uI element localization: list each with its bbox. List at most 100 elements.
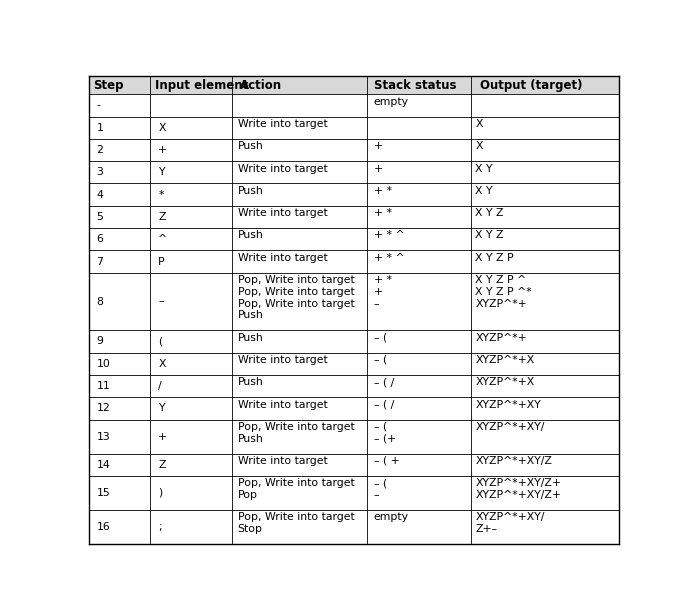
Text: Input element: Input element <box>155 79 248 91</box>
Text: Z: Z <box>158 212 166 222</box>
Text: Step: Step <box>93 79 123 91</box>
Text: – ( /: – ( / <box>374 400 394 410</box>
Text: Y: Y <box>158 168 164 177</box>
Text: – ( /: – ( / <box>374 377 394 387</box>
Bar <box>89 419 619 454</box>
Text: 7: 7 <box>96 257 103 266</box>
Text: X Y Z: X Y Z <box>475 230 504 241</box>
Bar <box>89 184 619 206</box>
Text: 5: 5 <box>96 212 103 222</box>
Text: +: + <box>374 163 383 174</box>
Text: Pop, Write into target: Pop, Write into target <box>238 287 354 297</box>
Bar <box>89 375 619 397</box>
Text: XYZP^*+: XYZP^*+ <box>475 333 527 343</box>
Text: Pop, Write into target: Pop, Write into target <box>238 275 354 285</box>
Text: Pop, Write into target: Pop, Write into target <box>238 298 354 309</box>
Text: X: X <box>158 123 166 133</box>
Text: +: + <box>374 141 383 151</box>
Text: X Y Z P ^*: X Y Z P ^* <box>475 287 532 297</box>
Text: XYZP^*+XY/Z+: XYZP^*+XY/Z+ <box>475 478 561 488</box>
Text: /: / <box>158 381 162 391</box>
Text: P: P <box>158 257 165 266</box>
Text: +: + <box>374 287 383 297</box>
Text: + * ^: + * ^ <box>374 253 404 263</box>
Text: 15: 15 <box>96 488 110 498</box>
Text: -: - <box>96 100 100 111</box>
Text: 3: 3 <box>96 168 103 177</box>
Text: ^: ^ <box>158 235 167 244</box>
Text: XYZP^*+XY/: XYZP^*+XY/ <box>475 512 545 523</box>
Text: – (: – ( <box>374 333 387 343</box>
Text: Write into target: Write into target <box>238 253 328 263</box>
Text: XYZP^*+X: XYZP^*+X <box>475 377 534 387</box>
Text: 12: 12 <box>96 403 110 413</box>
Text: X Y: X Y <box>475 186 493 196</box>
Text: Stack status: Stack status <box>374 79 456 91</box>
Text: 11: 11 <box>96 381 110 391</box>
Text: (: ( <box>158 336 162 346</box>
Text: XYZP^*+X: XYZP^*+X <box>475 355 534 365</box>
Text: –: – <box>158 297 164 306</box>
Text: + *: + * <box>374 186 392 196</box>
Text: 10: 10 <box>96 359 111 369</box>
Text: Write into target: Write into target <box>238 119 328 129</box>
Text: XYZP^*+XY/Z: XYZP^*+XY/Z <box>475 456 552 466</box>
Text: X Y Z: X Y Z <box>475 208 504 218</box>
Text: Z+–: Z+– <box>475 524 498 534</box>
Bar <box>89 251 619 273</box>
Text: – (: – ( <box>374 478 387 488</box>
Text: Write into target: Write into target <box>238 355 328 365</box>
Bar <box>89 228 619 251</box>
Text: – (: – ( <box>374 422 387 432</box>
Text: Output (target): Output (target) <box>480 79 583 91</box>
Text: Push: Push <box>238 141 263 151</box>
Text: Push: Push <box>238 433 263 444</box>
Text: Y: Y <box>158 403 164 413</box>
Text: +: + <box>158 145 167 155</box>
Text: XYZP^*+XY/: XYZP^*+XY/ <box>475 422 545 432</box>
Bar <box>89 352 619 375</box>
Bar <box>89 330 619 352</box>
Text: X: X <box>158 359 166 369</box>
Bar <box>89 476 619 510</box>
Text: Write into target: Write into target <box>238 400 328 410</box>
Text: +: + <box>158 432 167 441</box>
Text: –: – <box>374 490 379 500</box>
Bar <box>89 76 619 94</box>
Text: Pop, Write into target: Pop, Write into target <box>238 422 354 432</box>
Bar <box>89 206 619 228</box>
Text: X Y: X Y <box>475 163 493 174</box>
Bar <box>89 397 619 419</box>
Bar <box>89 117 619 139</box>
Text: X: X <box>475 141 483 151</box>
Text: Stop: Stop <box>238 524 263 534</box>
Text: Push: Push <box>238 310 263 321</box>
Text: ;: ; <box>158 522 162 532</box>
Text: – (+: – (+ <box>374 433 396 444</box>
Text: – (: – ( <box>374 355 387 365</box>
Text: Push: Push <box>238 377 263 387</box>
Text: *: * <box>158 190 164 200</box>
Text: Write into target: Write into target <box>238 163 328 174</box>
Text: empty: empty <box>374 512 408 523</box>
Text: empty: empty <box>374 96 408 107</box>
Text: Pop, Write into target: Pop, Write into target <box>238 478 354 488</box>
Text: 2: 2 <box>96 145 103 155</box>
Text: X Y Z P: X Y Z P <box>475 253 514 263</box>
Text: Z: Z <box>158 460 166 470</box>
Text: Push: Push <box>238 230 263 241</box>
Bar <box>89 510 619 544</box>
Text: X Y Z P ^: X Y Z P ^ <box>475 275 527 285</box>
Text: Write into target: Write into target <box>238 208 328 218</box>
Text: Pop, Write into target: Pop, Write into target <box>238 512 354 523</box>
Text: XYZP^*+XY: XYZP^*+XY <box>475 400 541 410</box>
Bar <box>89 94 619 117</box>
Text: 6: 6 <box>96 235 103 244</box>
Text: – ( +: – ( + <box>374 456 399 466</box>
Text: XYZP^*+XY/Z+: XYZP^*+XY/Z+ <box>475 490 561 500</box>
Bar <box>89 273 619 330</box>
Bar <box>89 161 619 184</box>
Text: 9: 9 <box>96 336 103 346</box>
Text: 13: 13 <box>96 432 110 441</box>
Text: 8: 8 <box>96 297 103 306</box>
